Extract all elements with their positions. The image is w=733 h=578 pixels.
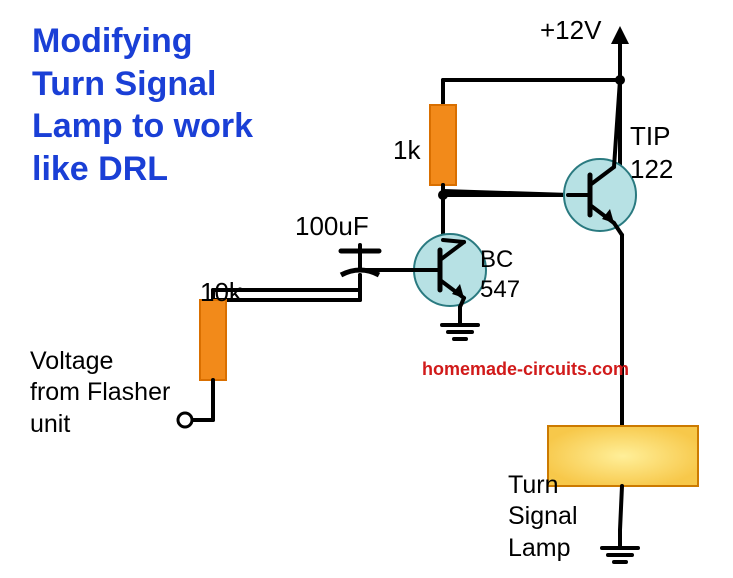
label-r2: 10k — [200, 276, 242, 309]
watermark: homemade-circuits.com — [422, 358, 629, 381]
circuit-diagram: Modifying Turn Signal Lamp to work like … — [0, 0, 733, 578]
label-input: Voltage from Flasher unit — [30, 346, 170, 440]
label-lamp: Turn Signal Lamp — [508, 470, 578, 564]
label-q2: TIP 122 — [630, 120, 673, 185]
label-supply: +12V — [540, 14, 601, 47]
label-c1: 100uF — [295, 210, 369, 243]
label-r1: 1k — [393, 134, 420, 167]
label-q1: BC 547 — [480, 245, 520, 305]
diagram-title: Modifying Turn Signal Lamp to work like … — [32, 20, 253, 190]
